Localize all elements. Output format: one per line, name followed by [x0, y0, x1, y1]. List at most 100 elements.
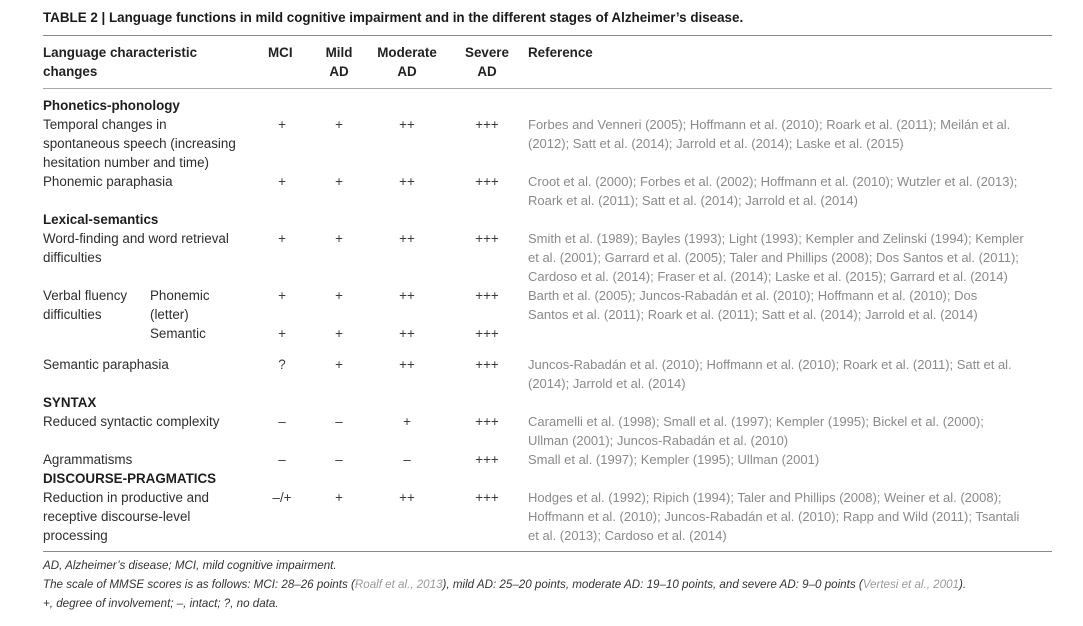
moderate-value: – — [403, 452, 411, 467]
row-label-line: processing — [43, 528, 108, 543]
header-moderate-ad: Moderate AD — [371, 43, 443, 81]
severe-value: +++ — [475, 357, 499, 372]
footnote-text: ), mild AD: 25–20 points, moderate AD: 1… — [442, 578, 863, 591]
reference-line: Ullman (2001); Juncos-Rabadán et al. (20… — [528, 433, 789, 448]
sublabel-semantic: Semantic — [150, 326, 206, 341]
sublabel-line: Phonemic — [150, 288, 210, 303]
reference-line: Smith et al. (1989); Bayles (1993); Ligh… — [528, 231, 1024, 246]
reference-line: Caramelli et al. (1998); Small et al. (1… — [528, 414, 984, 429]
row-label-line: receptive discourse-level — [43, 509, 191, 524]
row-label-line: spontaneous speech (increasing — [43, 136, 236, 151]
moderate-value: ++ — [399, 174, 415, 189]
moderate-value: ++ — [399, 326, 415, 341]
moderate-value: ++ — [399, 357, 415, 372]
mild-value: + — [335, 326, 343, 341]
header-col1-line2: changes — [43, 64, 98, 79]
section-lexical-semantics: Lexical-semantics — [43, 212, 159, 227]
reference-line: Cardoso et al. (2014); Fraser et al. (20… — [528, 269, 1008, 284]
footnote-mmse-scale: The scale of MMSE scores is as follows: … — [43, 575, 966, 594]
row-label-agrammatisms: Agrammatisms — [43, 452, 133, 467]
reference-line: Small et al. (1997); Kempler (1995); Ull… — [528, 452, 820, 467]
citation-link-roalf[interactable]: Roalf et al., 2013 — [354, 578, 443, 591]
header-severe-ad: Severe AD — [462, 43, 512, 81]
row-label-temporal-changes: Temporal changes in spontaneous speech (… — [43, 115, 236, 172]
mild-value: + — [335, 357, 343, 372]
reference-line: (2012); Satt et al. (2014); Jarrold et a… — [528, 136, 904, 151]
severe-value: +++ — [475, 117, 499, 132]
header-reference: Reference — [528, 45, 593, 60]
row-label-semantic-paraphasia: Semantic paraphasia — [43, 357, 169, 372]
moderate-value: ++ — [399, 117, 415, 132]
reference-line: Barth et al. (2005); Juncos-Rabadán et a… — [528, 288, 978, 303]
header-severe-line2: AD — [477, 64, 497, 79]
reference-line: Croot et al. (2000); Forbes et al. (2002… — [528, 174, 1018, 189]
mci-value: – — [278, 414, 286, 429]
header-mci: MCI — [268, 45, 293, 60]
mci-value: ? — [278, 357, 286, 372]
reference-cell: Small et al. (1997); Kempler (1995); Ull… — [528, 450, 1048, 469]
header-mild-line1: Mild — [325, 45, 353, 60]
severe-value: +++ — [475, 288, 499, 303]
header-moderate-line1: Moderate — [377, 45, 437, 60]
severe-value: +++ — [475, 231, 499, 246]
moderate-value: ++ — [399, 288, 415, 303]
mci-value: + — [278, 326, 286, 341]
reference-cell: Barth et al. (2005); Juncos-Rabadán et a… — [528, 286, 1048, 324]
row-label-line: Word-finding and word retrieval — [43, 231, 229, 246]
footnote-symbol-legend: +, degree of involvement; –, intact; ?, … — [43, 597, 279, 610]
row-label-word-finding: Word-finding and word retrieval difficul… — [43, 229, 229, 267]
row-label-line: difficulties — [43, 307, 102, 322]
citation-link-vertesi[interactable]: Vertesi et al., 2001 — [862, 578, 959, 591]
header-rule — [43, 88, 1052, 89]
sublabel-line: (letter) — [150, 307, 189, 322]
mild-value: + — [335, 490, 343, 505]
row-label-reduced-syntactic-complexity: Reduced syntactic complexity — [43, 414, 220, 429]
row-label-line: hesitation number and time) — [43, 155, 209, 170]
severe-value: +++ — [475, 326, 499, 341]
reference-line: Santos et al. (2011); Roark et al. (2011… — [528, 307, 978, 322]
row-label-verbal-fluency: Verbal fluency difficulties — [43, 286, 127, 324]
reference-line: Juncos-Rabadán et al. (2010); Hoffmann e… — [528, 357, 1012, 372]
mild-value: – — [335, 414, 343, 429]
mci-value: –/+ — [272, 490, 292, 505]
mild-value: – — [335, 452, 343, 467]
mild-value: + — [335, 288, 343, 303]
footnote-text: ). — [958, 578, 967, 591]
footnote-abbreviations: AD, Alzheimer’s disease; MCI, mild cogni… — [43, 559, 337, 572]
top-rule — [43, 35, 1052, 36]
mild-value: + — [335, 231, 343, 246]
section-discourse-pragmatics: DISCOURSE-PRAGMATICS — [43, 471, 217, 486]
footnote-text: The scale of MMSE scores is as follows: … — [43, 578, 355, 591]
mild-value: + — [335, 174, 343, 189]
header-col1-line1: Language characteristic — [43, 45, 198, 60]
mci-value: + — [278, 117, 286, 132]
moderate-value: + — [403, 414, 411, 429]
header-moderate-line2: AD — [397, 64, 417, 79]
moderate-value: ++ — [399, 231, 415, 246]
header-mild-ad: Mild AD — [319, 43, 359, 81]
severe-value: +++ — [475, 490, 499, 505]
reference-cell: Hodges et al. (1992); Ripich (1994); Tal… — [528, 488, 1048, 545]
header-severe-line1: Severe — [465, 45, 509, 60]
row-label-phonemic-paraphasia: Phonemic paraphasia — [43, 174, 173, 189]
reference-line: Roark et al. (2011); Satt et al. (2014);… — [528, 193, 858, 208]
reference-line: Hoffmann et al. (2010); Juncos-Rabadán e… — [528, 509, 1020, 524]
row-label-line: Verbal fluency — [43, 288, 128, 303]
header-language-characteristic: Language characteristic changes — [43, 43, 197, 81]
reference-cell: Croot et al. (2000); Forbes et al. (2002… — [528, 172, 1048, 210]
row-label-line: difficulties — [43, 250, 102, 265]
reference-cell: Forbes and Venneri (2005); Hoffmann et a… — [528, 115, 1048, 153]
header-mild-line2: AD — [329, 64, 349, 79]
severe-value: +++ — [475, 174, 499, 189]
reference-cell: Caramelli et al. (1998); Small et al. (1… — [528, 412, 1048, 450]
reference-line: et al. (2013); Cardoso et al. (2014) — [528, 528, 727, 543]
row-label-discourse-reduction: Reduction in productive and receptive di… — [43, 488, 209, 545]
reference-cell: Juncos-Rabadán et al. (2010); Hoffmann e… — [528, 355, 1048, 393]
reference-line: (2014); Jarrold et al. (2014) — [528, 376, 686, 391]
section-syntax: SYNTAX — [43, 395, 97, 410]
moderate-value: ++ — [399, 490, 415, 505]
mci-value: + — [278, 174, 286, 189]
bottom-rule — [43, 551, 1052, 552]
row-label-line: Temporal changes in — [43, 117, 167, 132]
severe-value: +++ — [475, 414, 499, 429]
